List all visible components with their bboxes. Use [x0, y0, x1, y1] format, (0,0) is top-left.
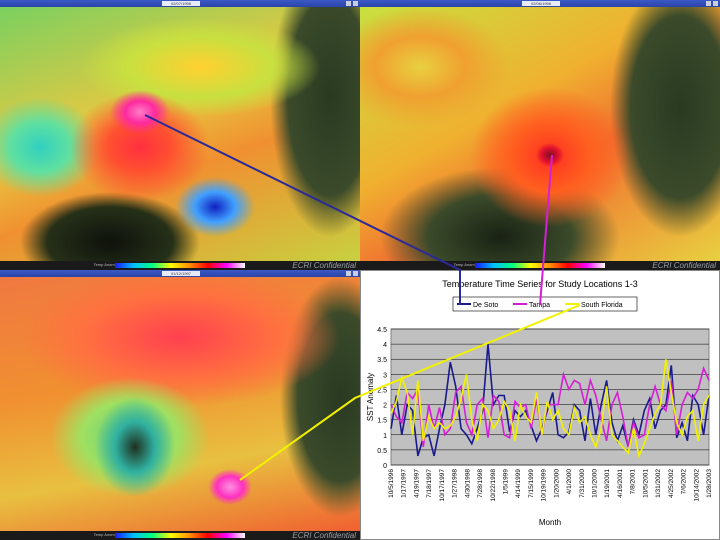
maximize-icon[interactable] — [706, 1, 711, 6]
legend-label: Tampa — [529, 302, 550, 309]
close-icon[interactable] — [353, 1, 358, 6]
y-tick-label: 1 — [383, 433, 387, 440]
x-tick-label: 10/5/1996 — [388, 469, 395, 498]
x-tick-label: 10/14/2002 — [693, 469, 700, 502]
chart-title: Temperature Time Series for Study Locati… — [442, 279, 638, 289]
x-tick-label: 1/27/1998 — [452, 469, 459, 498]
chart-svg: Temperature Time Series for Study Locati… — [366, 279, 713, 527]
y-tick-label: 2.5 — [377, 387, 387, 394]
x-tick-label: 7/18/1997 — [426, 469, 433, 498]
x-tick-label: 4/30/1998 — [464, 469, 471, 498]
y-tick-label: 2 — [383, 403, 387, 410]
y-axis-ticks: 0 0.5 1 1.5 2 2.5 3 3.5 4 4.5 — [377, 327, 387, 470]
brand-watermark: ECRI Confidential — [292, 261, 356, 270]
x-tick-label: 10/1/2000 — [592, 469, 599, 498]
panel-footer: Temp Anomaly ECRI Confidential — [0, 531, 360, 540]
panel-title-bar: 02/07/1998 — [0, 0, 360, 7]
x-tick-label: 4/16/2001 — [617, 469, 624, 498]
scale-label: Temp Anomaly — [453, 262, 480, 267]
sst-map-panel-bottom-left: 01/12/1997 Temp Anomaly ECRI Confidentia… — [0, 270, 360, 540]
y-tick-label: 3.5 — [377, 357, 387, 364]
x-tick-label: 10/19/1999 — [541, 469, 548, 502]
x-tick-label: 4/19/1997 — [413, 469, 420, 498]
y-axis-label: SST Anomaly — [366, 373, 375, 421]
color-scale-bar — [115, 533, 245, 538]
legend-label: South Florida — [581, 302, 623, 309]
sst-map-panel-top-left: 02/07/1998 Temp Anomaly ECRI Confidentia… — [0, 0, 360, 270]
y-tick-label: 1.5 — [377, 418, 387, 425]
time-series-chart: Temperature Time Series for Study Locati… — [360, 270, 720, 540]
maximize-icon[interactable] — [346, 1, 351, 6]
x-tick-label: 1/19/2001 — [604, 469, 611, 498]
legend-label: De Soto — [473, 302, 498, 309]
x-tick-label: 10/17/1997 — [439, 469, 446, 502]
x-tick-label: 10/5/2001 — [642, 469, 649, 498]
x-tick-label: 1/17/1997 — [401, 469, 408, 498]
x-tick-label: 10/22/1998 — [490, 469, 497, 502]
x-tick-label: 7/8/2001 — [630, 469, 637, 495]
color-scale-bar — [115, 263, 245, 268]
panel-footer: Temp Anomaly ECRI Confidential — [360, 261, 720, 270]
chart-legend: De Soto Tampa South Florida — [452, 296, 638, 312]
panel-date: 02/06/1998 — [522, 1, 560, 6]
scale-label: Temp Anomaly — [93, 532, 120, 537]
scale-label: Temp Anomaly — [93, 262, 120, 267]
sst-map-panel-top-right: 02/06/1998 Temp Anomaly ECRI Confidentia… — [360, 0, 720, 270]
x-tick-label: 7/15/1999 — [528, 469, 535, 498]
panel-date: 02/07/1998 — [162, 1, 200, 6]
x-tick-label: 4/14/1999 — [515, 469, 522, 498]
brand-watermark: ECRI Confidential — [292, 531, 356, 540]
color-scale-bar — [475, 263, 605, 268]
x-axis-label: Month — [539, 518, 561, 527]
panel-footer: Temp Anomaly ECRI Confidential — [0, 261, 360, 270]
x-tick-label: 1/5/1999 — [502, 469, 509, 495]
y-tick-label: 0.5 — [377, 448, 387, 455]
y-tick-label: 4 — [383, 342, 387, 349]
x-tick-label: 4/1/2000 — [566, 469, 573, 495]
sst-anomaly-map — [360, 7, 720, 261]
x-axis-ticks: 10/5/1996 1/17/1997 4/19/1997 7/18/1997 10/1… — [388, 469, 713, 502]
panel-title-bar: 02/06/1998 — [360, 0, 720, 7]
x-tick-label: 7/6/2002 — [681, 469, 688, 495]
sst-anomaly-map — [0, 7, 360, 261]
x-tick-label: 1/31/2002 — [655, 469, 662, 498]
close-icon[interactable] — [713, 1, 718, 6]
x-tick-label: 7/28/1998 — [477, 469, 484, 498]
y-tick-label: 4.5 — [377, 327, 387, 334]
panel-date: 01/12/1997 — [162, 271, 200, 276]
close-icon[interactable] — [353, 271, 358, 276]
sst-anomaly-map — [0, 277, 360, 531]
x-tick-label: 4/25/2002 — [668, 469, 675, 498]
x-tick-label: 1/28/2003 — [706, 469, 713, 498]
y-tick-label: 3 — [383, 372, 387, 379]
x-tick-label: 7/31/2000 — [579, 469, 586, 498]
brand-watermark: ECRI Confidential — [652, 261, 716, 270]
maximize-icon[interactable] — [346, 271, 351, 276]
y-tick-label: 0 — [383, 463, 387, 470]
x-tick-label: 1/20/2000 — [553, 469, 560, 498]
panel-title-bar: 01/12/1997 — [0, 270, 360, 277]
